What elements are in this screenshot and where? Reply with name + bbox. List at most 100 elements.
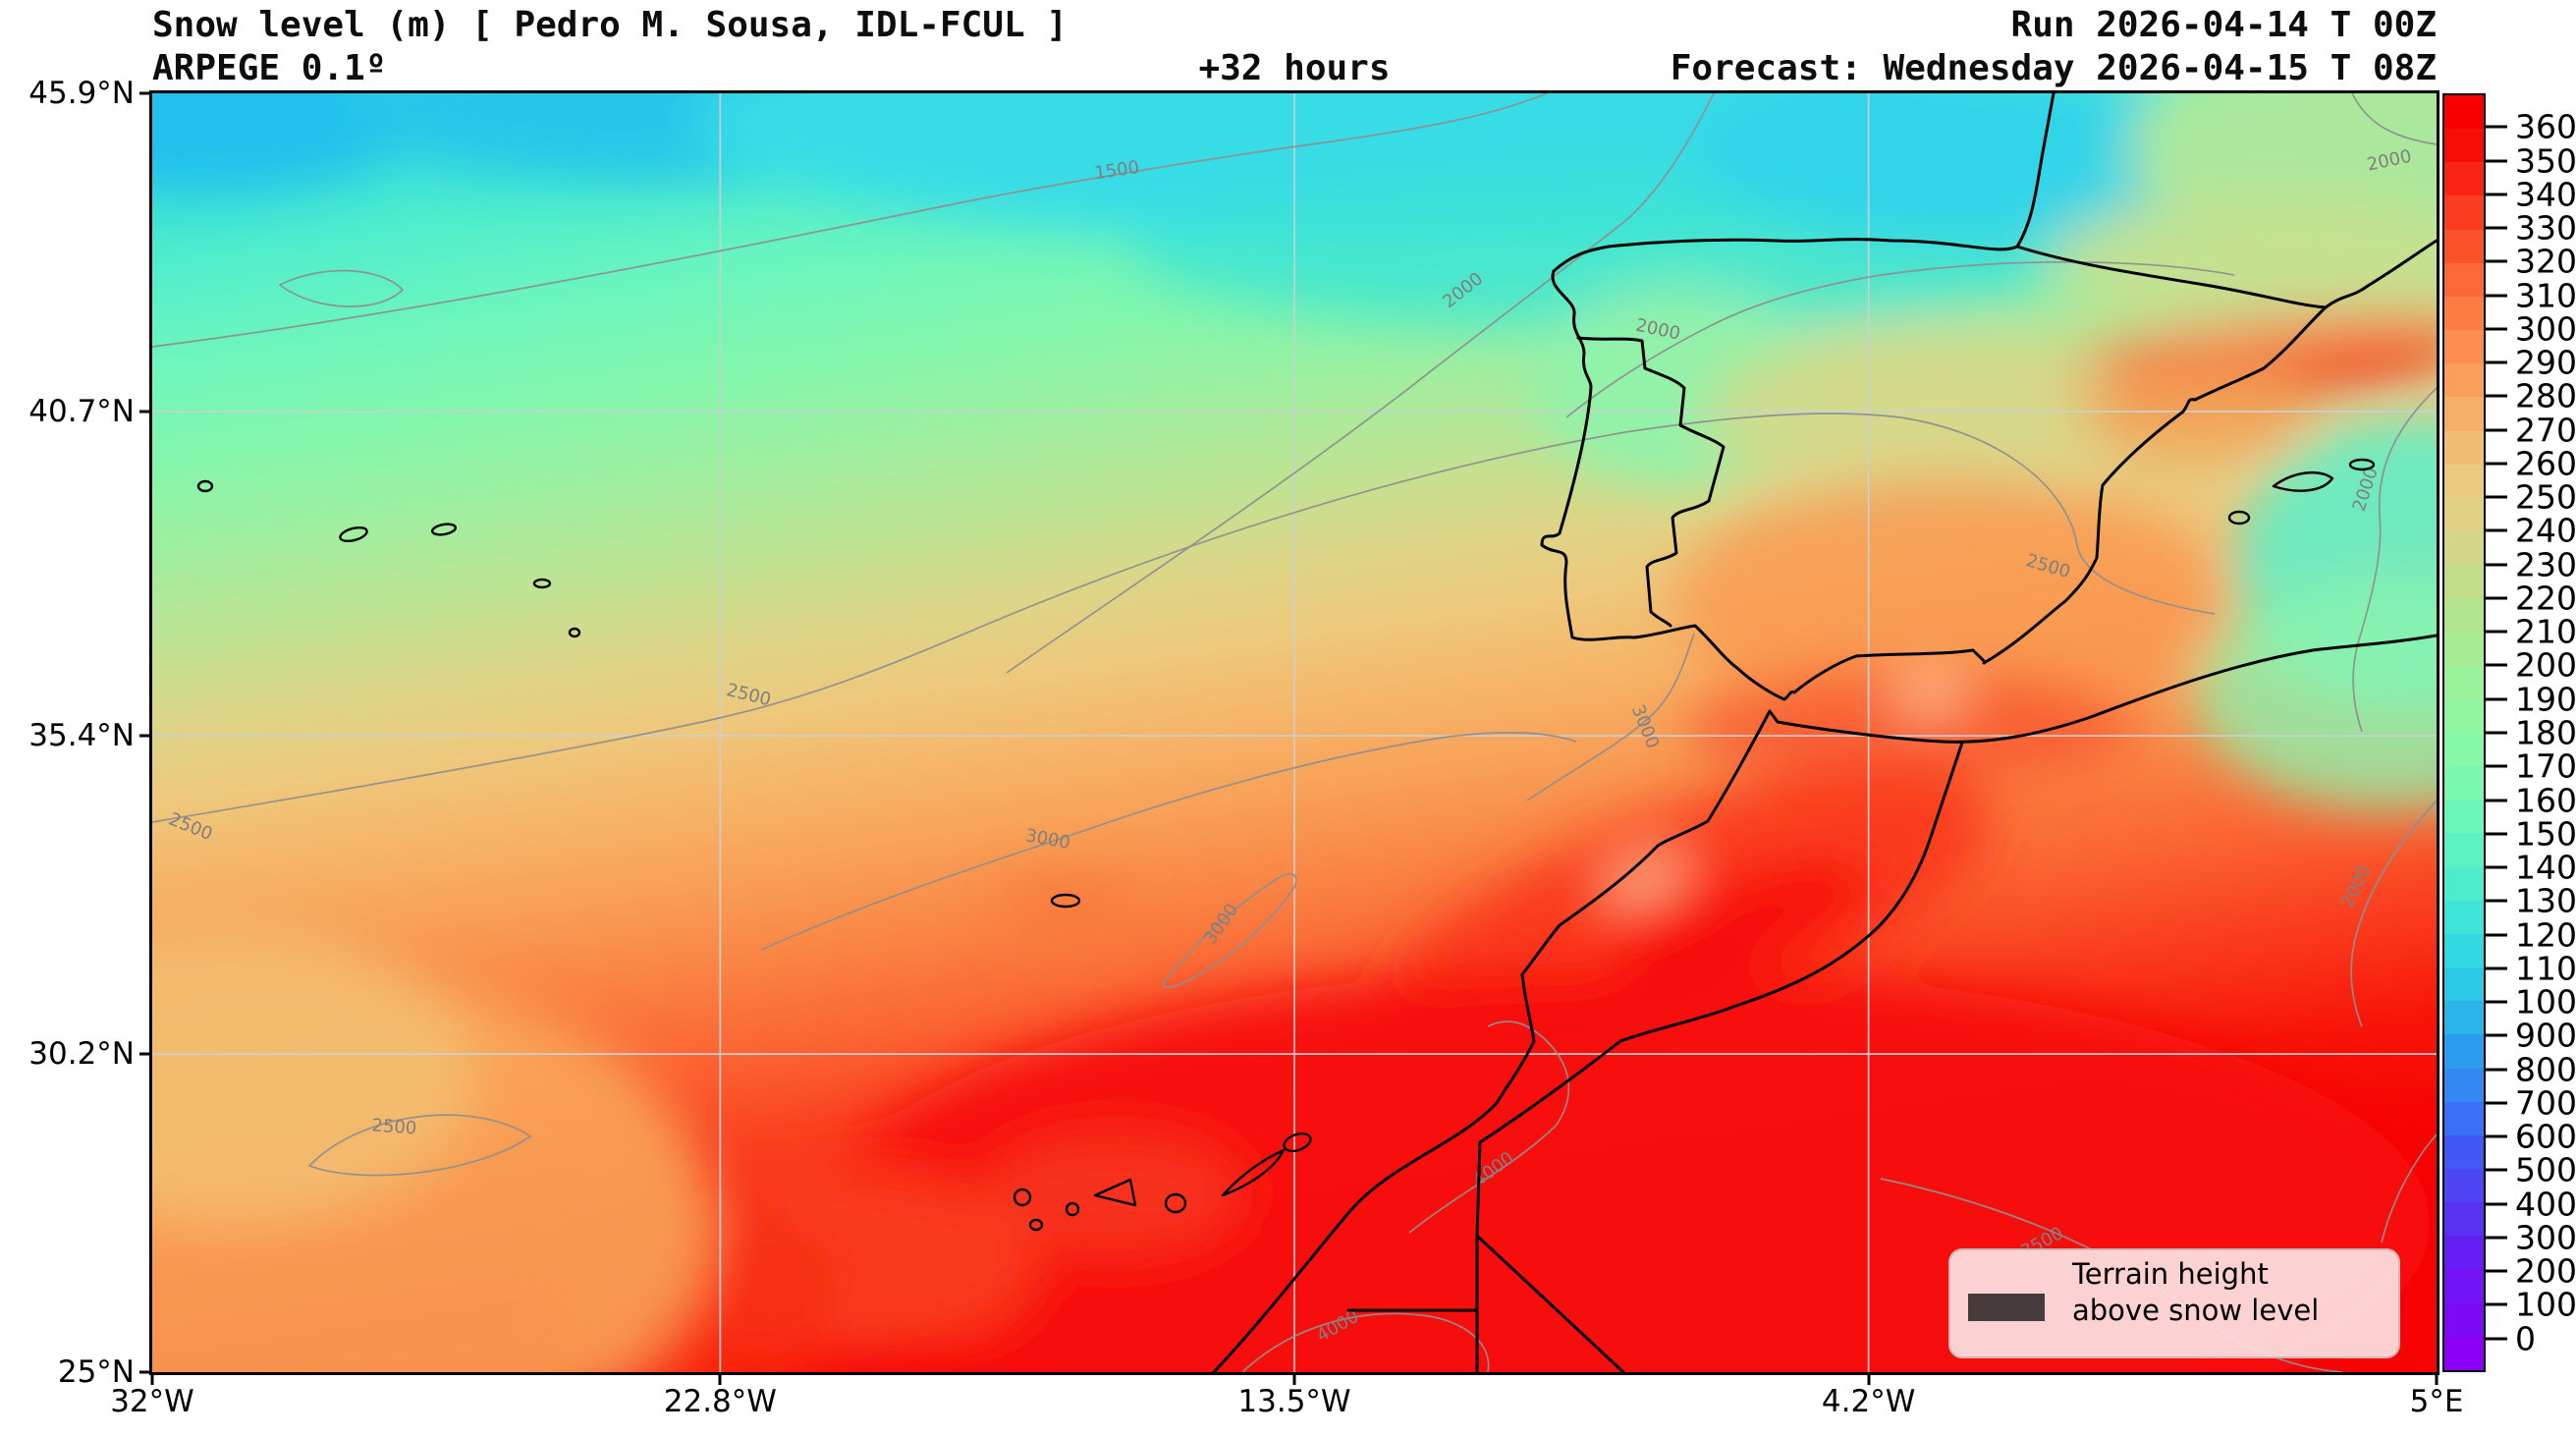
colorbar-tick-mark: [2484, 799, 2507, 802]
iberia-coastline: [1540, 93, 2437, 701]
colorbar-tick-mark: [2484, 394, 2507, 398]
colorbar-tick-label: 2700: [2515, 411, 2576, 450]
terrain-legend: Terrain height above snow level: [1948, 1248, 2400, 1358]
colorbar-tick-label: 2500: [2515, 477, 2576, 517]
colorbar-tick-mark: [2484, 1101, 2507, 1105]
y-axis-tick-label: 40.7°N: [28, 393, 135, 429]
x-axis-tick-mark: [1292, 1372, 1296, 1385]
colorbar-tick-label: 800: [2515, 1050, 2576, 1089]
colorbar-segment: [2444, 1034, 2484, 1069]
colorbar-segment: [2444, 632, 2484, 666]
colorbar-segment: [2444, 565, 2484, 599]
y-axis-tick-mark: [139, 410, 152, 414]
colorbar-tick-label: 2800: [2515, 376, 2576, 415]
x-axis-tick-label: 5°E: [2409, 1384, 2464, 1419]
terrain-legend-line1: Terrain height: [2072, 1257, 2269, 1291]
colorbar-segment: [2444, 866, 2484, 901]
colorbar-tick-mark: [2484, 764, 2507, 768]
colorbar-tick-mark: [2484, 1000, 2507, 1004]
colorbar-tick-mark: [2484, 1202, 2507, 1206]
morocco-algeria-border: [1475, 741, 1964, 1238]
x-axis-tick-mark: [718, 1372, 722, 1385]
colorbar-tick-mark: [2484, 731, 2507, 735]
colorbar-segment: [2444, 1236, 2484, 1270]
colorbar-tick-mark: [2484, 596, 2507, 600]
colorbar-segment: [2444, 430, 2484, 465]
colorbar-segment: [2444, 598, 2484, 633]
colorbar-segment: [2444, 262, 2484, 297]
colorbar-tick-label: 700: [2515, 1083, 2576, 1123]
colorbar-tick-label: 3300: [2515, 208, 2576, 248]
colorbar-tick-label: 600: [2515, 1117, 2576, 1156]
colorbar-tick-mark: [2484, 1337, 2507, 1341]
x-axis-tick-label: 22.8°W: [663, 1384, 777, 1419]
colorbar-segment: [2444, 900, 2484, 934]
colorbar-segment: [2444, 162, 2484, 196]
colorbar-tick-label: 3600: [2515, 107, 2576, 146]
colorbar-tick-mark: [2484, 663, 2507, 667]
y-axis-tick-mark: [139, 1052, 152, 1056]
colorbar-tick-label: 3100: [2515, 276, 2576, 315]
colorbar-tick-mark: [2484, 193, 2507, 196]
colorbar-tick-label: 1700: [2515, 746, 2576, 786]
azores-islands: [196, 479, 581, 638]
colorbar-segment: [2444, 933, 2484, 968]
forecast-time-label: Forecast: Wednesday 2026-04-15 T 08Z: [1670, 48, 2437, 88]
colorbar-tick-label: 1200: [2515, 915, 2576, 955]
colorbar-segment: [2444, 1001, 2484, 1035]
colorbar-tick-mark: [2484, 1236, 2507, 1240]
colorbar-tick-mark: [2484, 462, 2507, 466]
colorbar: [2442, 93, 2486, 1372]
x-axis-tick-mark: [150, 1372, 154, 1385]
y-axis-tick-label: 45.9°N: [28, 76, 135, 111]
colorbar-tick-mark: [2484, 967, 2507, 970]
colorbar-tick-label: 3200: [2515, 242, 2576, 281]
colorbar-segment: [2444, 1169, 2484, 1203]
colorbar-segment: [2444, 531, 2484, 566]
lead-time-label: +32 hours: [1198, 48, 1391, 88]
colorbar-segment: [2444, 330, 2484, 364]
colorbar-tick-mark: [2484, 1033, 2507, 1037]
x-axis-tick-label: 32°W: [110, 1384, 194, 1419]
colorbar-tick-mark: [2484, 630, 2507, 634]
colorbar-segment: [2444, 665, 2484, 699]
colorbar-segment: [2444, 229, 2484, 263]
colorbar-tick-label: 2400: [2515, 511, 2576, 550]
colorbar-tick-mark: [2484, 1302, 2507, 1306]
colorbar-segment: [2444, 1134, 2484, 1169]
colorbar-tick-label: 500: [2515, 1150, 2576, 1189]
y-axis-tick-mark: [139, 91, 152, 95]
colorbar-tick-mark: [2484, 697, 2507, 701]
colorbar-tick-mark: [2484, 899, 2507, 903]
y-axis: 45.9°N 40.7°N 35.4°N 30.2°N 25°N: [0, 76, 152, 1390]
colorbar-tick-label: 1500: [2515, 814, 2576, 854]
colorbar-tick-label: 2200: [2515, 579, 2576, 618]
colorbar-segment: [2444, 1068, 2484, 1102]
x-axis-tick-mark: [1867, 1372, 1871, 1385]
colorbar-segment: [2444, 1302, 2484, 1337]
colorbar-segment: [2444, 497, 2484, 532]
coastlines-borders: [196, 93, 2437, 1372]
graticule: [152, 93, 2437, 1372]
colorbar-tick-mark: [2484, 360, 2507, 364]
colorbar-tick-label: 2900: [2515, 343, 2576, 382]
colorbar-tick-label: 1400: [2515, 848, 2576, 887]
x-axis-tick-label: 13.5°W: [1237, 1384, 1351, 1419]
colorbar-segment: [2444, 129, 2484, 163]
colorbar-tick-mark: [2484, 294, 2507, 298]
snow-level-map: 1500200020002000200020002500250025002500…: [152, 93, 2437, 1372]
sahara-borders: [1346, 1234, 1625, 1372]
colorbar-segment: [2444, 95, 2484, 130]
colorbar-tick-label: 3000: [2515, 309, 2576, 349]
colorbar-tick-label: 1600: [2515, 781, 2576, 820]
colorbar-tick-label: 3400: [2515, 175, 2576, 214]
colorbar-tick-mark: [2484, 1068, 2507, 1072]
y-axis-tick-mark: [139, 734, 152, 738]
colorbar-segment: [2444, 1101, 2484, 1135]
snow-level-field-patches: [152, 93, 2437, 1372]
colorbar-tick-mark: [2484, 1168, 2507, 1172]
colorbar-tick-mark: [2484, 1269, 2507, 1273]
terrain-legend-line2: above snow level: [2072, 1294, 2320, 1327]
colorbar-segment: [2444, 766, 2484, 801]
y-axis-tick-label: 25°N: [57, 1354, 135, 1390]
